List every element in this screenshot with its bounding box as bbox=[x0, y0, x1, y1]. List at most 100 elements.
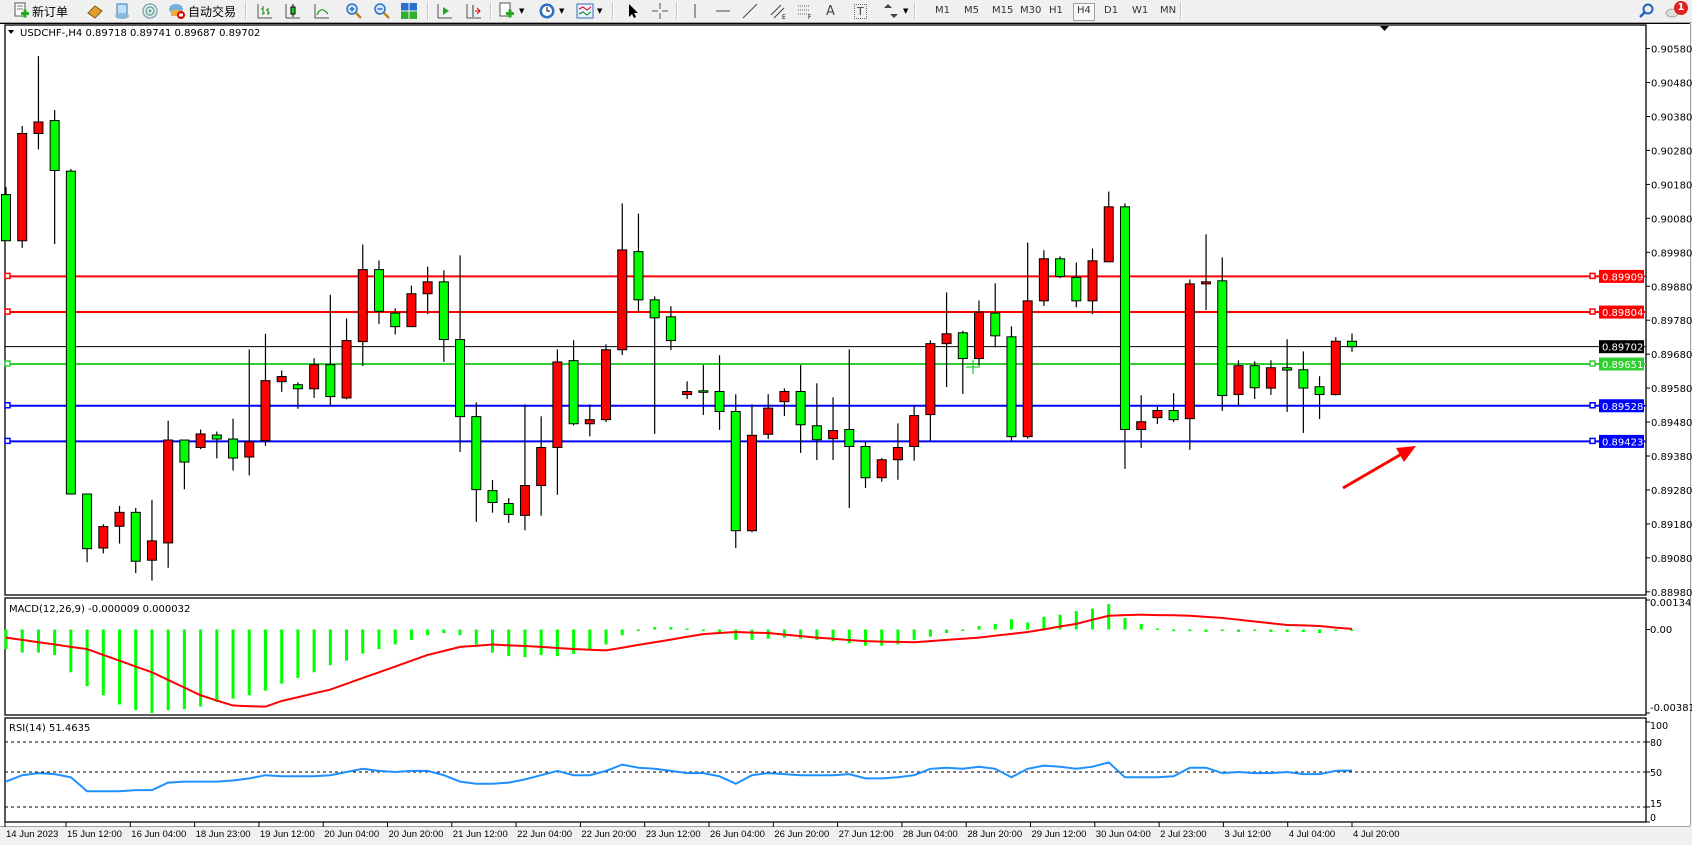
candle[interactable] bbox=[438, 270, 449, 362]
fibonacci-button[interactable]: F bbox=[796, 2, 814, 20]
candle[interactable] bbox=[1217, 257, 1228, 411]
candle[interactable] bbox=[584, 404, 595, 437]
chart-shift-marker-icon[interactable] bbox=[1380, 26, 1389, 31]
candle[interactable] bbox=[228, 418, 239, 471]
timeframe-h4[interactable]: H4 bbox=[1073, 3, 1095, 21]
candle[interactable] bbox=[990, 283, 1001, 348]
timeframe-h1[interactable]: H1 bbox=[1049, 5, 1063, 16]
chevron-down-icon[interactable]: ▼ bbox=[597, 7, 603, 15]
candle[interactable] bbox=[390, 308, 401, 335]
candle[interactable] bbox=[746, 404, 757, 533]
candle[interactable] bbox=[325, 294, 336, 406]
candle[interactable] bbox=[276, 370, 287, 392]
candle[interactable] bbox=[1038, 250, 1049, 306]
candle[interactable] bbox=[455, 255, 466, 452]
candle[interactable] bbox=[957, 330, 968, 394]
line-chart-button[interactable] bbox=[313, 2, 331, 20]
candle[interactable] bbox=[179, 439, 190, 490]
candle[interactable] bbox=[519, 404, 530, 531]
candle[interactable] bbox=[892, 423, 903, 480]
candle[interactable] bbox=[1168, 393, 1179, 423]
candle[interactable] bbox=[601, 344, 612, 423]
timeframe-m30[interactable]: M30 bbox=[1020, 5, 1042, 16]
line-anchor-handle[interactable] bbox=[1589, 402, 1596, 409]
bar-chart-button[interactable] bbox=[256, 2, 274, 20]
timeframe-m5[interactable]: M5 bbox=[964, 5, 979, 16]
candle[interactable] bbox=[471, 402, 482, 522]
candle[interactable] bbox=[568, 340, 579, 426]
candle[interactable] bbox=[244, 349, 255, 476]
notifications-button[interactable]: 1 bbox=[1664, 1, 1690, 20]
candle[interactable] bbox=[1006, 326, 1017, 441]
candle[interactable] bbox=[925, 340, 936, 441]
chart-window[interactable]: USDCHF-,H4 0.89718 0.89741 0.89687 0.897… bbox=[0, 23, 1692, 845]
candle[interactable] bbox=[633, 213, 644, 312]
candle[interactable] bbox=[65, 169, 76, 495]
line-anchor-handle[interactable] bbox=[4, 360, 11, 367]
candle[interactable] bbox=[1314, 376, 1325, 419]
periods-button[interactable]: ▼ bbox=[538, 2, 564, 20]
new-order-button[interactable]: 新订单 bbox=[12, 2, 68, 20]
candle[interactable] bbox=[1298, 351, 1309, 433]
vertical-line-button[interactable] bbox=[686, 2, 704, 20]
trendline-button[interactable] bbox=[741, 2, 759, 20]
indicators-button[interactable]: ▼ bbox=[576, 2, 602, 20]
candle[interactable] bbox=[536, 416, 547, 516]
rsi-panel[interactable] bbox=[4, 717, 1647, 823]
candle[interactable] bbox=[1119, 203, 1130, 469]
candle[interactable] bbox=[292, 382, 303, 409]
candle[interactable] bbox=[163, 420, 174, 568]
candle[interactable] bbox=[844, 349, 855, 508]
candle[interactable] bbox=[1071, 262, 1082, 308]
candle[interactable] bbox=[828, 397, 839, 461]
candle[interactable] bbox=[17, 126, 28, 248]
text-tool-button[interactable]: A bbox=[826, 2, 835, 20]
candle[interactable] bbox=[422, 266, 433, 315]
candle[interactable] bbox=[195, 429, 206, 450]
search-button[interactable] bbox=[1638, 2, 1656, 20]
candle[interactable] bbox=[876, 458, 887, 482]
arrows-button[interactable]: ▼ bbox=[882, 2, 908, 20]
candle[interactable] bbox=[260, 333, 271, 446]
candle[interactable] bbox=[795, 365, 806, 453]
candle[interactable] bbox=[1152, 406, 1163, 425]
candle[interactable] bbox=[1265, 360, 1276, 395]
candle[interactable] bbox=[1282, 339, 1293, 412]
chart-shift-button[interactable] bbox=[465, 2, 483, 20]
candle[interactable] bbox=[373, 260, 384, 324]
line-anchor-handle[interactable] bbox=[1589, 437, 1596, 445]
templates-button[interactable]: ▼ bbox=[498, 2, 524, 20]
candle[interactable] bbox=[1055, 256, 1066, 279]
candle[interactable] bbox=[1087, 248, 1098, 315]
candle[interactable] bbox=[114, 505, 125, 544]
line-anchor-handle[interactable] bbox=[4, 437, 11, 445]
candle[interactable] bbox=[779, 388, 790, 416]
macd-panel[interactable] bbox=[4, 597, 1647, 716]
candle[interactable] bbox=[682, 381, 693, 399]
candle[interactable] bbox=[1233, 360, 1244, 406]
market-watch-button[interactable] bbox=[113, 2, 131, 20]
tile-windows-button[interactable] bbox=[400, 2, 418, 20]
candle[interactable] bbox=[974, 300, 985, 366]
horizontal-line-button[interactable] bbox=[714, 2, 732, 20]
candle[interactable] bbox=[341, 318, 352, 400]
arrow-annotation[interactable] bbox=[1342, 446, 1416, 490]
timeframe-mn[interactable]: MN bbox=[1160, 5, 1177, 16]
candle[interactable] bbox=[941, 292, 952, 388]
candle[interactable] bbox=[98, 524, 109, 554]
timeframe-m1[interactable]: M1 bbox=[935, 5, 950, 16]
chevron-down-icon[interactable]: ▼ bbox=[519, 7, 525, 15]
navigator-button[interactable] bbox=[86, 2, 104, 20]
candle[interactable] bbox=[909, 406, 920, 461]
candle[interactable] bbox=[1184, 279, 1195, 450]
candle[interactable] bbox=[763, 394, 774, 440]
line-anchor-handle[interactable] bbox=[4, 272, 11, 280]
candle[interactable] bbox=[552, 349, 563, 495]
crosshair-button[interactable] bbox=[651, 2, 669, 20]
timeframe-w1[interactable]: W1 bbox=[1132, 5, 1149, 16]
candle[interactable] bbox=[1103, 191, 1114, 263]
candle[interactable] bbox=[730, 394, 741, 549]
line-anchor-handle[interactable] bbox=[1589, 308, 1596, 315]
candlestick-button[interactable] bbox=[284, 2, 302, 20]
zoom-in-button[interactable] bbox=[345, 2, 363, 20]
